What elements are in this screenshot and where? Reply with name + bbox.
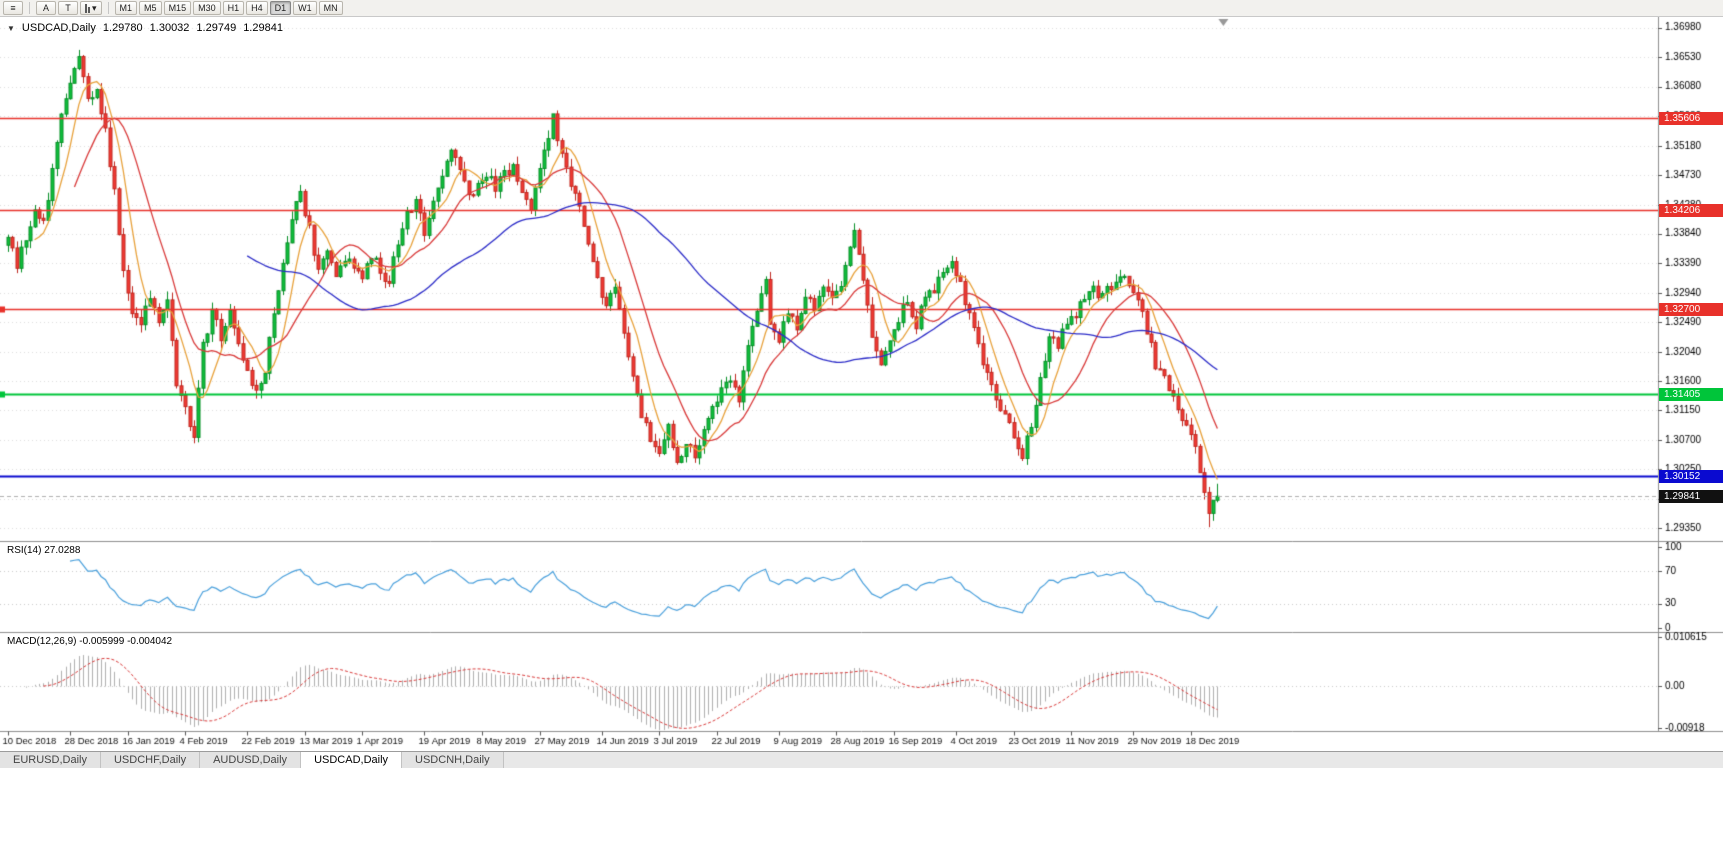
price-level-badge-1.30152: 1.30152 bbox=[1659, 470, 1723, 483]
timeframe-button-h4[interactable]: H4 bbox=[246, 1, 268, 15]
chart-type-button[interactable]: ▾ bbox=[80, 1, 102, 15]
high-price-value: 1.30032 bbox=[149, 22, 190, 34]
price-level-badge-1.32700: 1.32700 bbox=[1659, 303, 1723, 316]
top-toolbar: ≡ A T ▾ M1 M5 M15 M30 H1 H4 D1 W1 MN bbox=[0, 0, 1723, 17]
text-annotation-button[interactable]: A bbox=[36, 1, 56, 15]
toolbar-separator bbox=[107, 2, 109, 14]
timeframe-button-m1[interactable]: M1 bbox=[114, 1, 138, 15]
candlestick-chart-icon bbox=[85, 3, 90, 13]
timeframe-button-m15[interactable]: M15 bbox=[163, 1, 192, 15]
tab-audusd-daily[interactable]: AUDUSD,Daily bbox=[200, 752, 302, 768]
open-price-value: 1.29780 bbox=[102, 22, 143, 34]
tab-usdcad-daily[interactable]: USDCAD,Daily bbox=[301, 752, 403, 768]
chart-title: ▼ USDCAD,Daily 1.29780 1.30032 1.29749 1… bbox=[7, 22, 283, 34]
tab-eurusd-daily[interactable]: EURUSD,Daily bbox=[0, 752, 101, 768]
price-chart-canvas[interactable] bbox=[0, 17, 1723, 751]
toolbar-separator bbox=[29, 2, 30, 14]
text-annotation-label: A bbox=[42, 3, 49, 13]
symbol-timeframe-label: USDCAD,Daily bbox=[21, 22, 96, 34]
collapse-arrow-icon: ▼ bbox=[7, 23, 15, 33]
price-level-badge-1.31405: 1.31405 bbox=[1659, 388, 1723, 401]
timeframe-button-m5[interactable]: M5 bbox=[139, 1, 162, 15]
current-price-badge: 1.29841 bbox=[1659, 490, 1723, 503]
timeframe-button-m30[interactable]: M30 bbox=[193, 1, 221, 15]
menu-button[interactable]: ≡ bbox=[3, 1, 23, 15]
tab-usdchf-daily[interactable]: USDCHF,Daily bbox=[100, 752, 201, 768]
dropdown-arrow-icon: ▾ bbox=[92, 2, 97, 13]
hamburger-icon: ≡ bbox=[10, 3, 16, 13]
price-level-badge-1.35606: 1.35606 bbox=[1659, 112, 1723, 125]
macd-indicator-label: MACD(12,26,9) -0.005999 -0.004042 bbox=[7, 636, 173, 647]
rsi-indicator-label: RSI(14) 27.0288 bbox=[7, 545, 81, 556]
chart-tab-bar: EURUSD,Daily USDCHF,Daily AUDUSD,Daily U… bbox=[0, 751, 1723, 768]
price-level-badge-1.34206: 1.34206 bbox=[1659, 204, 1723, 217]
close-price-value: 1.29841 bbox=[243, 22, 283, 34]
timeframe-button-d1[interactable]: D1 bbox=[269, 1, 292, 15]
chart-window: ▼ USDCAD,Daily 1.29780 1.30032 1.29749 1… bbox=[0, 17, 1723, 751]
type-tool-label: T bbox=[65, 3, 71, 13]
type-tool-button[interactable]: T bbox=[58, 1, 78, 15]
tab-usdcnh-daily[interactable]: USDCNH,Daily bbox=[402, 752, 504, 768]
timeframe-button-mn[interactable]: MN bbox=[318, 1, 343, 15]
low-price-value: 1.29749 bbox=[196, 22, 237, 34]
timeframe-button-h1[interactable]: H1 bbox=[222, 1, 245, 15]
timeframe-button-w1[interactable]: W1 bbox=[293, 1, 317, 15]
